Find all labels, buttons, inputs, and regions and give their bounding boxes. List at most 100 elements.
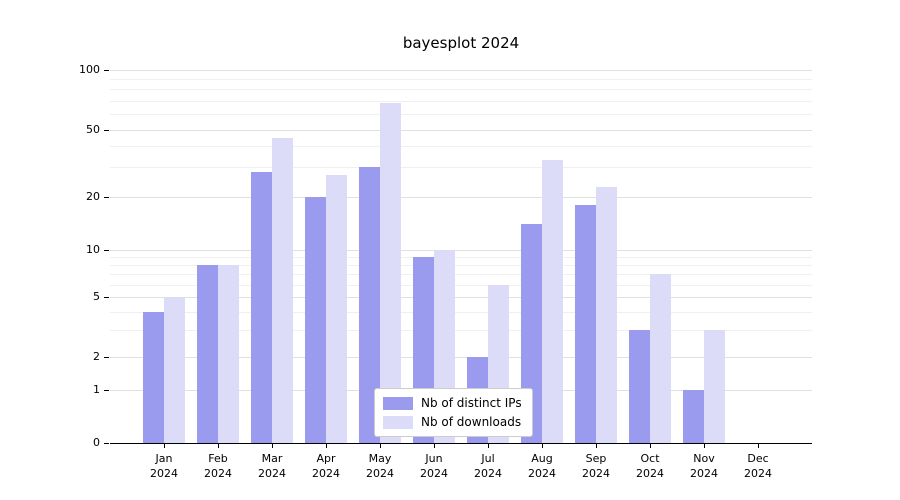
y-tick-mark — [104, 197, 109, 198]
x-tick-mark — [704, 444, 705, 448]
y-tick-label: 20 — [86, 190, 100, 203]
x-tick-mark — [650, 444, 651, 448]
minor-gridline — [110, 284, 812, 286]
minor-gridline — [110, 114, 812, 116]
major-gridline — [110, 130, 812, 131]
x-tick-label: Sep 2024 — [566, 451, 626, 481]
x-tick-month: Dec — [747, 452, 769, 465]
bar-downloads — [218, 265, 239, 443]
x-tick-year: 2024 — [744, 467, 772, 480]
x-tick-mark — [434, 444, 435, 448]
minor-gridline — [110, 265, 812, 267]
x-tick-mark — [164, 444, 165, 448]
bar-downloads — [164, 297, 185, 443]
y-tick-label: 10 — [86, 243, 100, 256]
minor-gridline — [110, 311, 812, 313]
bar-downloads — [380, 103, 401, 443]
bar-downloads — [596, 186, 617, 443]
y-tick-label: 0 — [93, 436, 100, 449]
bar-distinct-ips — [359, 167, 380, 443]
x-tick-mark — [542, 444, 543, 448]
minor-gridline — [110, 330, 812, 332]
x-tick-label: Aug 2024 — [512, 451, 572, 481]
major-gridline — [110, 197, 812, 198]
x-tick-year: 2024 — [528, 467, 556, 480]
minor-gridline — [110, 257, 812, 259]
x-tick-label: Dec 2024 — [728, 451, 788, 481]
x-tick-label: Nov 2024 — [674, 451, 734, 481]
minor-gridline — [110, 274, 812, 276]
major-gridline — [110, 250, 812, 251]
x-tick-mark — [758, 444, 759, 448]
x-tick-mark — [380, 444, 381, 448]
y-tick-label: 50 — [86, 123, 100, 136]
x-tick-year: 2024 — [636, 467, 664, 480]
x-tick-month: Mar — [261, 452, 283, 465]
x-tick-label: Feb 2024 — [188, 451, 248, 481]
bar-distinct-ips — [629, 330, 650, 443]
legend-swatch-distinct-ips — [383, 396, 413, 410]
minor-gridline — [110, 146, 812, 148]
chart-title: bayesplot 2024 — [402, 34, 520, 52]
legend-swatch-downloads — [383, 415, 413, 429]
y-tick-mark — [104, 297, 109, 298]
x-tick-year: 2024 — [150, 467, 178, 480]
bar-distinct-ips — [143, 311, 164, 443]
major-gridline — [110, 357, 812, 358]
bar-distinct-ips — [305, 197, 326, 443]
y-tick-label: 100 — [79, 63, 100, 76]
bar-downloads — [272, 137, 293, 443]
minor-gridline — [110, 89, 812, 91]
x-tick-month: Jan — [155, 452, 173, 465]
x-tick-mark — [596, 444, 597, 448]
x-tick-label: Jul 2024 — [458, 451, 518, 481]
x-tick-mark — [326, 444, 327, 448]
x-tick-year: 2024 — [690, 467, 718, 480]
y-tick-mark — [104, 357, 109, 358]
legend-label: Nb of distinct IPs — [421, 396, 522, 410]
bar-distinct-ips — [683, 390, 704, 443]
x-tick-year: 2024 — [204, 467, 232, 480]
y-tick-label: 1 — [93, 383, 100, 396]
x-tick-month: Nov — [693, 452, 715, 465]
legend: Nb of distinct IPs Nb of downloads — [374, 388, 533, 437]
y-tick-mark — [104, 250, 109, 251]
minor-gridline — [110, 100, 812, 102]
y-tick-mark — [104, 70, 109, 71]
x-tick-month: Jul — [481, 452, 495, 465]
plot-area — [110, 62, 812, 444]
x-tick-month: Oct — [640, 452, 660, 465]
bar-downloads — [326, 175, 347, 443]
x-tick-label: Oct 2024 — [620, 451, 680, 481]
legend-row: Nb of downloads — [383, 415, 522, 429]
x-tick-label: Jan 2024 — [134, 451, 194, 481]
x-tick-label: Apr 2024 — [296, 451, 356, 481]
x-tick-month: Apr — [316, 452, 336, 465]
minor-gridline — [110, 167, 812, 169]
y-tick-mark — [104, 443, 109, 444]
legend-row: Nb of distinct IPs — [383, 396, 522, 410]
y-tick-mark — [104, 130, 109, 131]
minor-gridline — [110, 79, 812, 81]
x-tick-month: May — [368, 452, 392, 465]
x-axis-line — [110, 443, 812, 444]
bar-distinct-ips — [251, 172, 272, 443]
bar-downloads — [704, 330, 725, 443]
major-gridline — [110, 297, 812, 298]
x-tick-mark — [272, 444, 273, 448]
x-tick-year: 2024 — [420, 467, 448, 480]
bar-distinct-ips — [197, 265, 218, 443]
bar-distinct-ips — [575, 205, 596, 443]
x-tick-month: Jun — [425, 452, 443, 465]
major-gridline — [110, 70, 812, 71]
x-tick-label: Jun 2024 — [404, 451, 464, 481]
x-tick-month: Feb — [208, 452, 228, 465]
x-tick-year: 2024 — [582, 467, 610, 480]
y-tick-mark — [104, 390, 109, 391]
x-tick-month: Aug — [531, 452, 553, 465]
x-tick-label: Mar 2024 — [242, 451, 302, 481]
bar-downloads — [542, 160, 563, 443]
x-tick-mark — [488, 444, 489, 448]
x-tick-label: May 2024 — [350, 451, 410, 481]
